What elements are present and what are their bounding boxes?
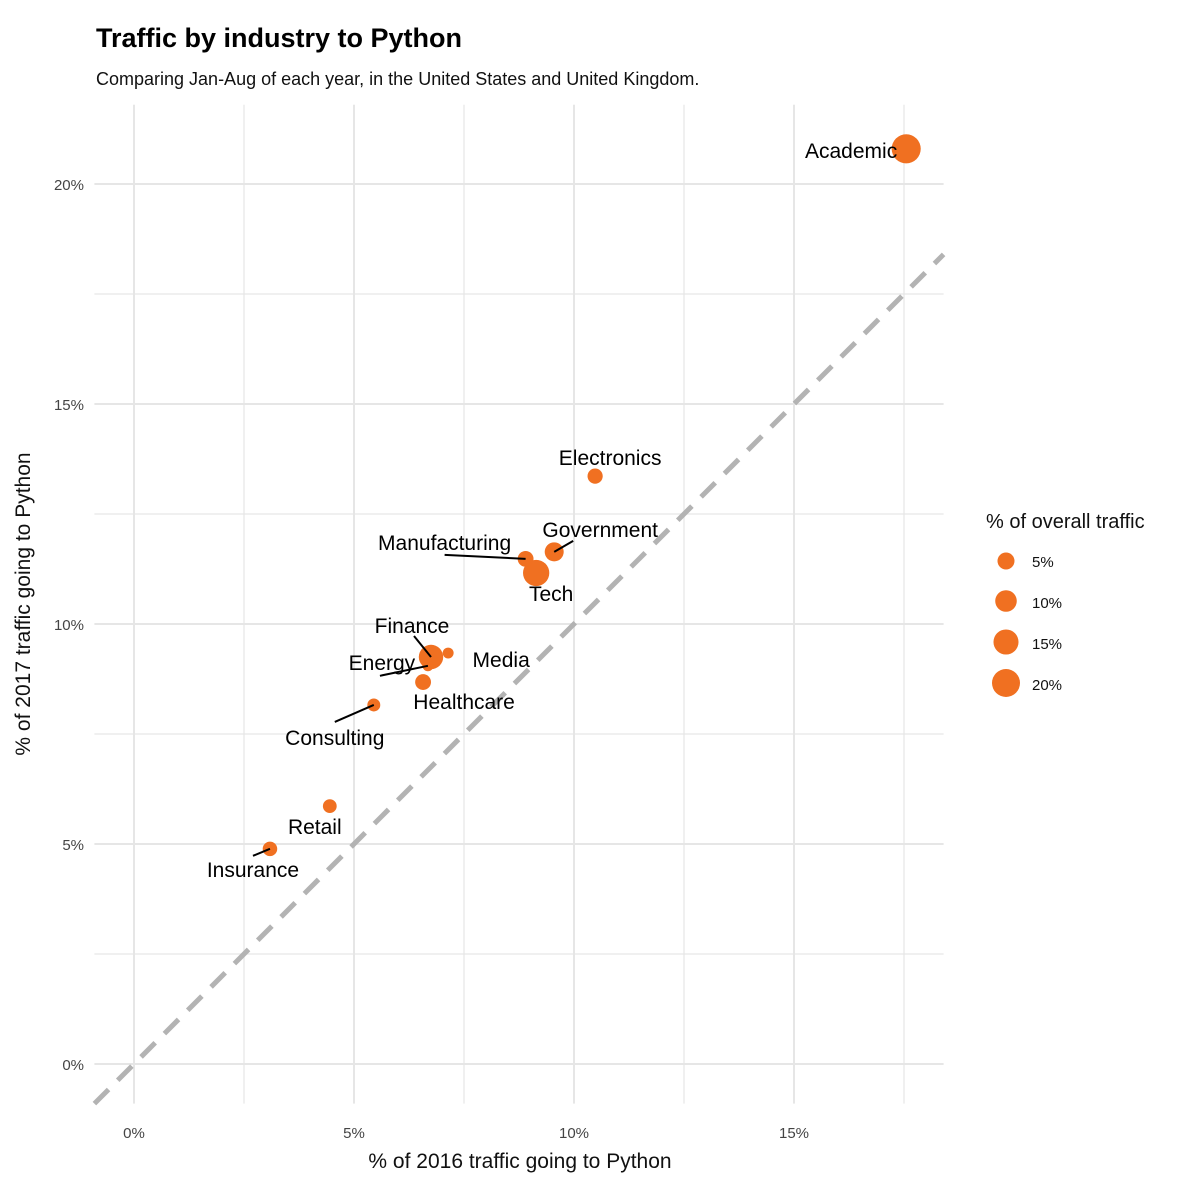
- label-leader-line: [379, 664, 429, 677]
- point-label: Tech: [529, 583, 573, 606]
- chart-title: Traffic by industry to Python: [96, 23, 462, 53]
- data-point: [442, 647, 454, 659]
- x-tick-label: 10%: [559, 1125, 589, 1142]
- point-label: Media: [473, 649, 531, 672]
- legend-key: [995, 590, 1017, 612]
- x-tick-label: 15%: [779, 1125, 809, 1142]
- reference-line: [92, 252, 946, 1106]
- x-tick-label: 0%: [123, 1125, 145, 1142]
- legend-key: [991, 668, 1021, 698]
- data-point: [587, 468, 603, 484]
- label-leader-line: [413, 635, 432, 658]
- point-label: Finance: [375, 615, 450, 638]
- legend-key: [997, 552, 1015, 570]
- point-label: Government: [542, 519, 658, 542]
- point-label: Retail: [288, 816, 342, 839]
- point-label: Academic: [805, 140, 897, 163]
- label-leader-line: [444, 553, 526, 560]
- point-label: Electronics: [559, 447, 662, 470]
- y-tick-label: 20%: [54, 177, 84, 194]
- y-axis-title: % of 2017 traffic going to Python: [12, 452, 35, 755]
- y-tick-label: 15%: [54, 397, 84, 414]
- data-point: [891, 134, 921, 164]
- label-leader-line: [252, 847, 271, 857]
- point-labels: Academic Electronics Government Manufacturi…: [207, 140, 897, 882]
- legend-label: 10%: [1032, 595, 1062, 612]
- point-label: Healthcare: [413, 691, 515, 714]
- y-tick-label: 5%: [62, 837, 84, 854]
- gridlines: [94, 104, 944, 1104]
- label-leader-line: [334, 704, 375, 723]
- legend-title: % of overall traffic: [986, 511, 1145, 533]
- data-point: [262, 841, 278, 857]
- legend-key: [993, 629, 1019, 655]
- chart-subtitle: Comparing Jan-Aug of each year, in the U…: [96, 69, 699, 89]
- size-legend: % of overall traffic 5% 10% 15% 20%: [986, 511, 1145, 698]
- y-tick-label: 0%: [62, 1057, 84, 1074]
- legend-label: 15%: [1032, 636, 1062, 653]
- point-label: Energy: [349, 652, 416, 675]
- label-leader-line: [553, 539, 574, 553]
- point-label: Insurance: [207, 859, 299, 882]
- x-axis-title: % of 2016 traffic going to Python: [368, 1150, 671, 1173]
- data-point: [415, 674, 431, 691]
- x-tick-label: 5%: [343, 1125, 365, 1142]
- data-point: [422, 660, 434, 672]
- data-point: [322, 799, 337, 814]
- data-point: [523, 559, 550, 587]
- point-label: Manufacturing: [378, 532, 511, 555]
- tick-labels: 0% 5% 10% 15% 0% 5% 10% 15% 20%: [54, 177, 809, 1142]
- y-tick-label: 10%: [54, 617, 84, 634]
- legend-label: 5%: [1032, 554, 1054, 571]
- legend-label: 20%: [1032, 677, 1062, 694]
- point-label: Consulting: [285, 727, 384, 750]
